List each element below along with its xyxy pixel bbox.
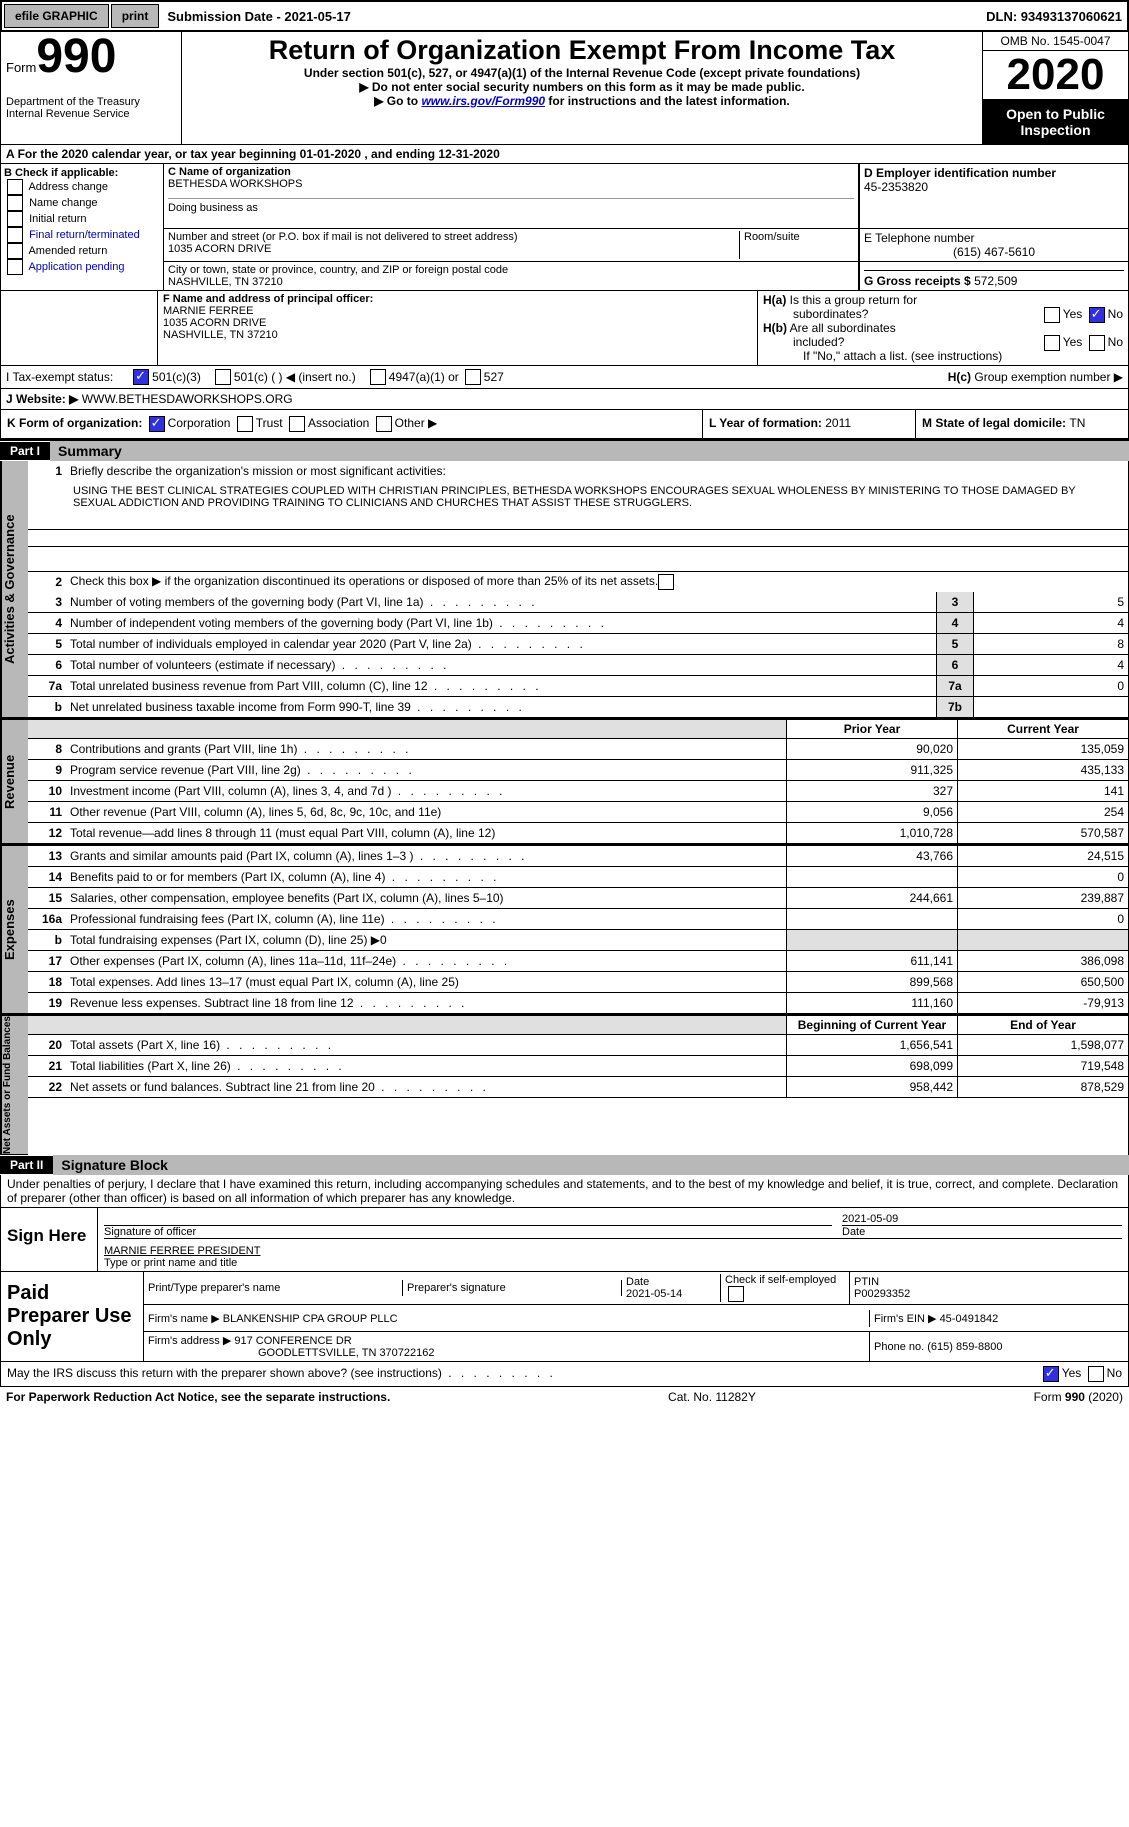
omb-number: OMB No. 1545-0047: [983, 32, 1128, 51]
perjury-statement: Under penalties of perjury, I declare th…: [0, 1175, 1129, 1208]
form-title: Return of Organization Exempt From Incom…: [185, 35, 979, 66]
part2-header: Part II Signature Block: [0, 1155, 1129, 1175]
website-url: WWW.BETHESDAWORKSHOPS.ORG: [82, 392, 293, 406]
revenue-section: Revenue Prior YearCurrent Year 8Contribu…: [0, 718, 1129, 844]
part1-header: Part I Summary: [0, 439, 1129, 461]
header-right: OMB No. 1545-0047 2020 Open to Public In…: [982, 32, 1128, 144]
revenue-tab: Revenue: [1, 720, 28, 844]
signature-block: Sign Here Signature of officer2021-05-09…: [0, 1208, 1129, 1362]
paperwork-notice: For Paperwork Reduction Act Notice, see …: [6, 1390, 390, 1404]
org-name: BETHESDA WORKSHOPS: [168, 178, 854, 190]
instructions-link[interactable]: www.irs.gov/Form990: [421, 94, 545, 108]
footer: For Paperwork Reduction Act Notice, see …: [0, 1387, 1129, 1407]
website-row: J Website: ▶ WWW.BETHESDAWORKSHOPS.ORG: [0, 389, 1129, 410]
tax-exempt-status-row: I Tax-exempt status: 501(c)(3) 501(c) ( …: [0, 366, 1129, 389]
efile-button[interactable]: efile GRAPHIC: [4, 4, 109, 28]
form-org-row: K Form of organization: Corporation Trus…: [0, 410, 1129, 439]
paid-preparer-label: Paid Preparer Use Only: [1, 1272, 144, 1361]
dln: DLN: 93493137060621: [986, 9, 1122, 24]
header-sub1: Under section 501(c), 527, or 4947(a)(1)…: [185, 66, 979, 80]
entity-info-grid: B Check if applicable: Address change Na…: [0, 164, 1129, 291]
ein-label: D Employer identification number: [864, 166, 1124, 180]
print-button[interactable]: print: [111, 4, 160, 28]
header-title-block: Return of Organization Exempt From Incom…: [182, 32, 982, 144]
expenses-tab: Expenses: [1, 846, 28, 1014]
form-number-footer: Form 990 (2020): [1034, 1390, 1123, 1404]
expenses-section: Expenses 13Grants and similar amounts pa…: [0, 844, 1129, 1014]
phone-label: E Telephone number: [864, 231, 1124, 245]
gross-receipts: 572,509: [974, 274, 1017, 288]
form-identifier: Form990 Department of the Treasury Inter…: [1, 32, 182, 144]
officer-and-group-row: F Name and address of principal officer:…: [0, 291, 1129, 366]
activities-tab: Activities & Governance: [1, 461, 28, 718]
section-b-checkboxes: B Check if applicable: Address change Na…: [1, 164, 164, 290]
street-address: 1035 ACORN DRIVE: [168, 243, 739, 255]
open-to-public: Open to Public Inspection: [983, 100, 1128, 144]
may-discuss-row: May the IRS discuss this return with the…: [0, 1362, 1129, 1387]
header-sub3: ▶ Go to www.irs.gov/Form990 for instruct…: [185, 94, 979, 108]
netassets-section: Net Assets or Fund Balances Beginning of…: [0, 1014, 1129, 1155]
officer-name: MARNIE FERREE PRESIDENT: [104, 1245, 1122, 1257]
tax-year: 2020: [983, 51, 1128, 100]
activities-governance-section: Activities & Governance 1Briefly describ…: [0, 461, 1129, 718]
header-sub2: ▶ Do not enter social security numbers o…: [185, 80, 979, 94]
catalog-number: Cat. No. 11282Y: [668, 1390, 756, 1404]
ein-value: 45-2353820: [864, 180, 1124, 194]
principal-officer: F Name and address of principal officer:…: [158, 291, 758, 365]
submission-date-label: Submission Date - 2021-05-17: [167, 9, 351, 24]
mission-text: USING THE BEST CLINICAL STRATEGIES COUPL…: [28, 481, 1128, 513]
topbar: efile GRAPHIC print Submission Date - 20…: [0, 0, 1129, 32]
netassets-tab: Net Assets or Fund Balances: [1, 1016, 28, 1155]
calendar-year-row: A For the 2020 calendar year, or tax yea…: [0, 145, 1129, 164]
city-state-zip: NASHVILLE, TN 37210: [168, 276, 854, 288]
dept-label: Department of the Treasury Internal Reve…: [6, 96, 176, 120]
phone-value: (615) 467-5610: [864, 245, 1124, 259]
header: Form990 Department of the Treasury Inter…: [0, 32, 1129, 145]
section-c-details: C Name of organization BETHESDA WORKSHOP…: [164, 164, 1128, 290]
sign-here-label: Sign Here: [1, 1208, 98, 1271]
section-h: H(a) Is this a group return for subordin…: [758, 291, 1128, 365]
firm-name: BLANKENSHIP CPA GROUP PLLC: [223, 1313, 398, 1325]
